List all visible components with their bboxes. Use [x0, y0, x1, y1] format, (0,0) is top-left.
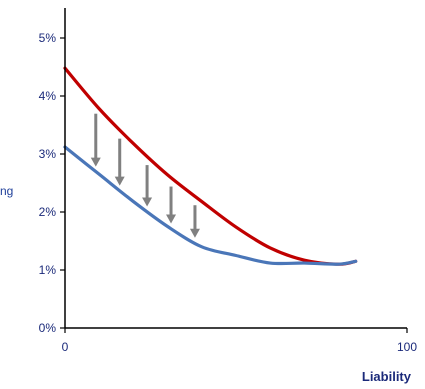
- y-tick-label: 5%: [39, 31, 57, 45]
- y-axis-label: ng: [0, 184, 13, 198]
- down-arrow-head: [166, 214, 177, 224]
- series-layer: [63, 66, 358, 266]
- ticks-layer: 0% 1% 2% 3% 4% 5% 0 100: [39, 31, 418, 354]
- x-tick-label: 0: [62, 340, 69, 354]
- x-tick-label: 100: [397, 340, 417, 354]
- down-arrow-head: [114, 176, 125, 186]
- y-tick-label: 2%: [39, 205, 57, 219]
- series-line-upper: [63, 66, 358, 266]
- down-arrow: [90, 113, 101, 167]
- down-arrow-head: [142, 197, 153, 207]
- x-axis-label: Liability: [362, 369, 412, 384]
- y-tick-label: 1%: [39, 263, 57, 277]
- down-arrow: [166, 186, 177, 224]
- down-arrow: [114, 138, 125, 186]
- arrows-layer: [90, 113, 200, 238]
- axes-layer: [64, 8, 407, 329]
- down-arrow-head: [90, 157, 101, 167]
- down-arrow: [142, 165, 153, 207]
- y-tick-label: 4%: [39, 89, 57, 103]
- y-tick-label: 3%: [39, 147, 57, 161]
- down-arrow-head: [189, 228, 200, 238]
- y-tick-label: 0%: [39, 321, 57, 335]
- series-line-lower: [63, 145, 358, 266]
- down-arrow: [189, 205, 200, 238]
